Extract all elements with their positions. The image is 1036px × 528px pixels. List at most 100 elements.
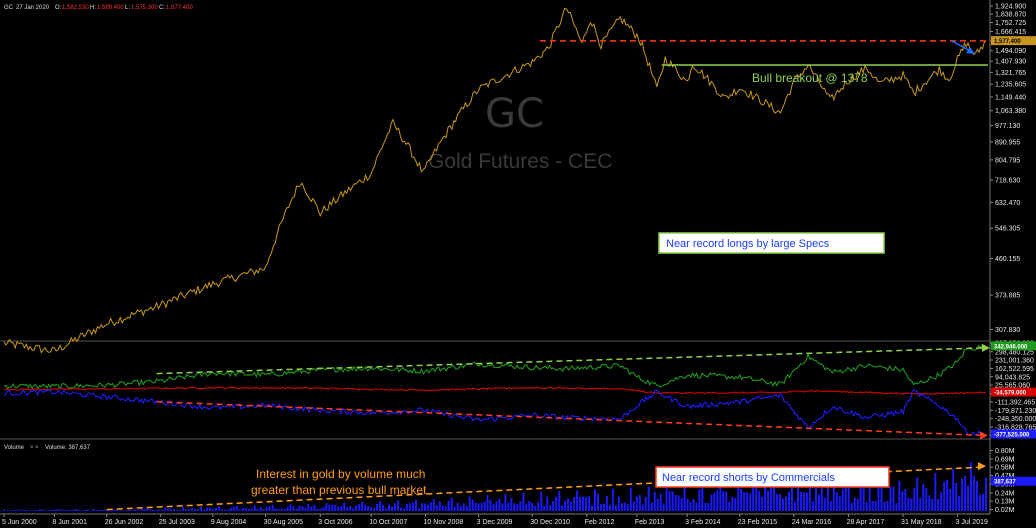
volume-bar: [814, 487, 817, 511]
x-tick-label: 5 Jun 2000: [2, 519, 37, 526]
volume-bar: [167, 508, 170, 511]
volume-bar: [707, 503, 710, 511]
volume-series-label: Volume: 387,637: [45, 445, 91, 451]
header-c-label: C:: [159, 5, 165, 11]
price-series-line: [3, 7, 987, 354]
volume-bar: [385, 508, 388, 511]
volume-bar: [877, 487, 880, 511]
price-y-tick-label: 632.470: [995, 200, 1020, 207]
volume-bar: [170, 508, 173, 511]
volume-bar: [459, 505, 462, 511]
volume-bar: [737, 481, 740, 511]
volume-bar: [970, 461, 973, 511]
volume-bar: [823, 497, 826, 511]
volume-bar: [859, 487, 862, 511]
volume-bar: [614, 505, 617, 511]
volume-bar: [862, 479, 865, 511]
volume-bar: [588, 496, 590, 511]
volume-bar: [337, 506, 340, 511]
volume-bars: [3, 461, 987, 511]
volume-bar: [247, 509, 250, 511]
volume-bar: [746, 492, 749, 511]
volume-bar: [886, 501, 889, 511]
volume-bar: [829, 500, 832, 511]
volume-bar: [143, 509, 146, 511]
volume-bar: [462, 503, 465, 511]
volume-bar: [543, 505, 546, 511]
volume-bar: [594, 489, 596, 511]
volume-bar: [23, 510, 26, 511]
volume-bar: [647, 486, 650, 511]
volume-bar: [119, 509, 122, 511]
volume-bar: [653, 491, 656, 511]
volume-bar: [259, 506, 262, 511]
volume-bar: [841, 488, 844, 511]
volume-bar: [976, 481, 978, 511]
volume-bar: [137, 509, 140, 511]
volume-bar: [591, 505, 593, 511]
volume-bar: [788, 491, 790, 511]
volume-bar: [507, 502, 510, 511]
volume-bar: [468, 496, 471, 511]
volume-bar: [456, 502, 459, 511]
cot-y-tick-label: 298,480.125: [995, 349, 1034, 356]
volume-bar: [901, 491, 904, 511]
volume-bar: [749, 493, 752, 511]
volume-bar: [53, 509, 56, 511]
volume-bar: [710, 494, 713, 511]
volume-bar: [540, 491, 543, 511]
volume-bar: [820, 488, 823, 511]
volume-bar: [429, 502, 432, 511]
price-y-tick-label: 1,838.870: [995, 12, 1026, 19]
volume-bar: [734, 498, 737, 511]
volume-bar: [253, 505, 256, 511]
volume-bar: [907, 497, 910, 511]
volume-bar: [916, 477, 919, 511]
price-y-tick-label: 1,235.605: [995, 82, 1026, 89]
volume-bar: [641, 504, 644, 511]
volume-bar: [799, 491, 802, 511]
volume-bar: [665, 485, 668, 511]
volume-close-icon[interactable]: × ×: [30, 445, 39, 451]
longs-label-box: [658, 232, 885, 254]
volume-bar: [600, 504, 602, 511]
longs-label: Near record longs by large Specs: [666, 238, 830, 250]
volume-bar: [492, 504, 495, 511]
volume-bar: [125, 510, 128, 511]
volume-bar: [301, 506, 304, 511]
volume-bar: [29, 510, 32, 511]
volume-bar: [68, 509, 71, 511]
volume-bar: [325, 503, 328, 511]
volume-bar: [770, 488, 773, 511]
volume-bar: [65, 509, 68, 511]
volume-bar: [158, 509, 161, 511]
volume-bar: [262, 509, 265, 511]
volume-bar: [197, 509, 199, 511]
price-y-tick-label: 890.955: [995, 139, 1020, 146]
volume-bar: [546, 496, 549, 511]
volume-bar: [871, 500, 874, 511]
price-y-tick-label: 1,407.930: [995, 59, 1026, 66]
volume-bar: [382, 505, 385, 511]
volume-bar: [122, 510, 125, 511]
volume-bar: [743, 492, 746, 511]
shorts-label-box: [655, 466, 890, 488]
volume-bar: [203, 509, 205, 511]
volume-bar: [352, 508, 355, 511]
volume-bar: [209, 507, 211, 511]
volume-bar: [955, 483, 958, 511]
volume-bar: [925, 488, 928, 511]
volume-bar: [659, 493, 662, 511]
volume-bar: [850, 502, 853, 511]
cot-y-tick-label: 162,522.595: [995, 366, 1034, 373]
volume-bar: [758, 490, 761, 511]
header-symbol: GC: [4, 5, 14, 11]
price-y-tick-label: 718.630: [995, 177, 1020, 184]
header-l-label: L:: [125, 5, 130, 11]
price-y-tick-label: 546.305: [995, 226, 1020, 233]
volume-bar: [92, 508, 95, 511]
volume-bar: [232, 506, 235, 511]
volume-bar: [931, 498, 934, 511]
price-y-tick-label: 1,321.765: [995, 70, 1026, 77]
price-y-tick-label: 1,666.415: [995, 29, 1026, 36]
